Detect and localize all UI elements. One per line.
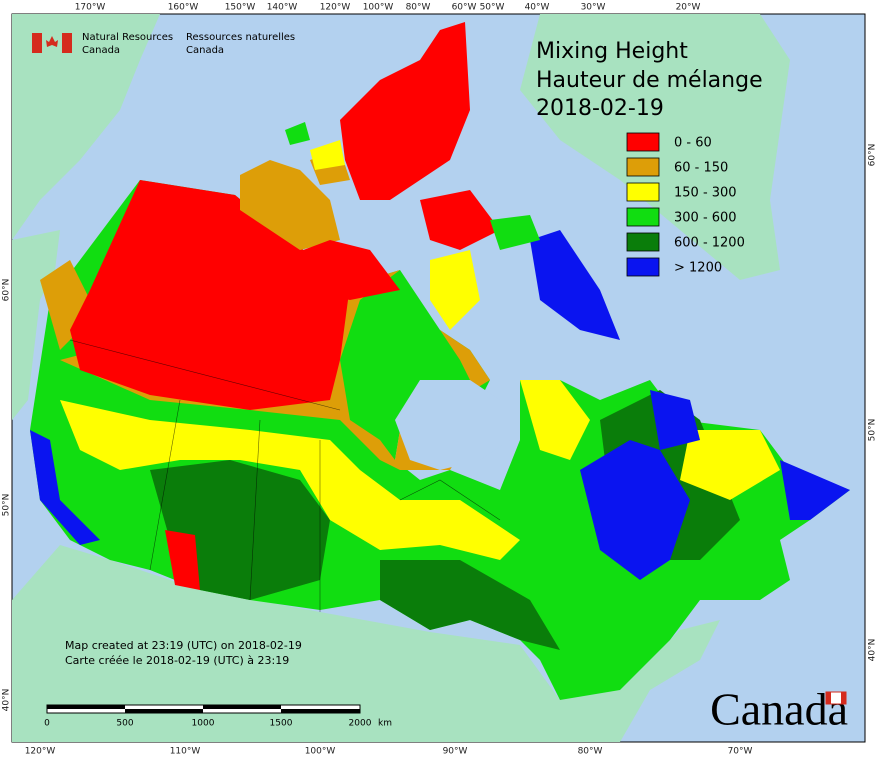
zone xyxy=(580,440,690,580)
wordmark: Canada xyxy=(710,684,848,735)
graticule-label: 100°W xyxy=(305,747,336,757)
flag-bar xyxy=(62,33,72,53)
graticule-label: 80°W xyxy=(406,3,431,13)
zone xyxy=(380,560,560,650)
zone xyxy=(60,400,520,560)
logo-text: Natural Resources xyxy=(82,32,173,43)
graticule-label: 140°W xyxy=(267,3,298,13)
graticule-label: 120°W xyxy=(320,3,351,13)
border xyxy=(149,399,181,571)
legend-label: 60 - 150 xyxy=(674,161,728,176)
logo-text: Canada xyxy=(186,45,224,56)
scale-label: 500 xyxy=(116,719,133,729)
legend-label: 0 - 60 xyxy=(674,136,712,151)
graticule-label: 40°W xyxy=(525,3,550,13)
legend-swatch xyxy=(626,232,660,252)
scale-bar-segment xyxy=(281,709,360,713)
zone xyxy=(520,380,590,460)
graticule-label: 20°W xyxy=(676,3,701,13)
scale-bar-segment xyxy=(47,705,125,709)
graticule-label: 90°W xyxy=(443,747,468,757)
legend-items: 0 - 60 60 - 150 150 - 300 300 - 600 600 - 12… xyxy=(626,132,745,277)
border xyxy=(249,419,261,601)
scale-bar-segment xyxy=(125,709,203,713)
zone xyxy=(30,430,100,545)
logo-text: Ressources naturelles xyxy=(186,32,295,43)
graticule-label: 70°W xyxy=(728,747,753,757)
graticule-labels: 170°W 160°W 150°W 140°W 120°W 100°W 80°W 60°W 50… xyxy=(2,3,878,757)
zone xyxy=(310,140,345,170)
zone xyxy=(650,390,700,450)
border xyxy=(69,339,341,411)
note: Carte créée le 2018-02-19 (UTC) à 23:19 xyxy=(65,654,289,667)
zone xyxy=(680,430,780,500)
logo-text: Canada xyxy=(82,45,120,56)
legend-label: > 1200 xyxy=(674,261,722,276)
legend-label: 300 - 600 xyxy=(674,211,737,226)
scale-label: 1500 xyxy=(270,719,293,729)
maple-leaf xyxy=(46,36,58,47)
graticule-label: 150°W xyxy=(225,3,256,13)
border xyxy=(399,479,501,521)
alaska-siberia xyxy=(12,14,160,240)
hudson-bay xyxy=(395,380,510,470)
legend-swatch xyxy=(626,257,660,277)
legend-title: Mixing Height xyxy=(536,39,688,64)
zone xyxy=(290,240,400,300)
legend-label: 600 - 1200 xyxy=(674,236,745,251)
graticule-label: 40°N xyxy=(2,689,12,712)
zone xyxy=(430,250,480,330)
wordmark-flag-bar xyxy=(826,692,831,704)
legend-swatch xyxy=(626,157,660,177)
scale-unit: km xyxy=(378,719,392,729)
graticule-label: 60°N xyxy=(868,144,878,167)
graticule-label: 50°N xyxy=(868,419,878,442)
legend: Mixing Height Hauteur de mélange 2018-02… xyxy=(536,39,763,277)
graticule-label: 50°N xyxy=(2,494,12,517)
zone xyxy=(780,460,850,520)
legend-label: 150 - 300 xyxy=(674,186,737,201)
legend-swatch xyxy=(626,182,660,202)
graticule-label: 170°W xyxy=(75,3,106,13)
legend-swatch xyxy=(626,132,660,152)
zone xyxy=(340,22,470,200)
graticule-label: 110°W xyxy=(170,747,201,757)
zone xyxy=(240,160,340,250)
zone xyxy=(530,230,620,340)
zone xyxy=(420,190,500,250)
graticule-label: 60°N xyxy=(2,279,12,302)
graticule-label: 50°W xyxy=(480,3,505,13)
canada-mixing-height xyxy=(30,22,850,700)
note: Map created at 23:19 (UTC) on 2018-02-19 xyxy=(65,639,302,652)
graticule-label: 120°W xyxy=(25,747,56,757)
graticule-label: 40°N xyxy=(868,639,878,662)
zone xyxy=(70,180,350,410)
zone xyxy=(285,122,310,145)
legend-date: 2018-02-19 xyxy=(536,96,664,121)
usa xyxy=(12,545,720,742)
graticule-label: 160°W xyxy=(168,3,199,13)
legend-swatch xyxy=(626,207,660,227)
graticule-label: 30°W xyxy=(581,3,606,13)
scale-bar-segment xyxy=(203,705,281,709)
graticule-label: 60°W xyxy=(452,3,477,13)
zone xyxy=(165,530,200,590)
flag-bar xyxy=(32,33,42,53)
logo: Natural Resources Canada Ressources natu… xyxy=(32,32,295,56)
scale-label: 2000 xyxy=(349,719,372,729)
scale-label: 0 xyxy=(44,719,50,729)
scale-bar: 0 500 1000 1500 2000 km xyxy=(44,704,392,729)
graticule-label: 80°W xyxy=(578,747,603,757)
legend-title: Hauteur de mélange xyxy=(536,68,763,93)
borders xyxy=(69,339,501,612)
graticule-label: 100°W xyxy=(363,3,394,13)
wordmark-flag-bar xyxy=(841,692,846,704)
scale-label: 1000 xyxy=(192,719,215,729)
zone xyxy=(490,215,540,250)
